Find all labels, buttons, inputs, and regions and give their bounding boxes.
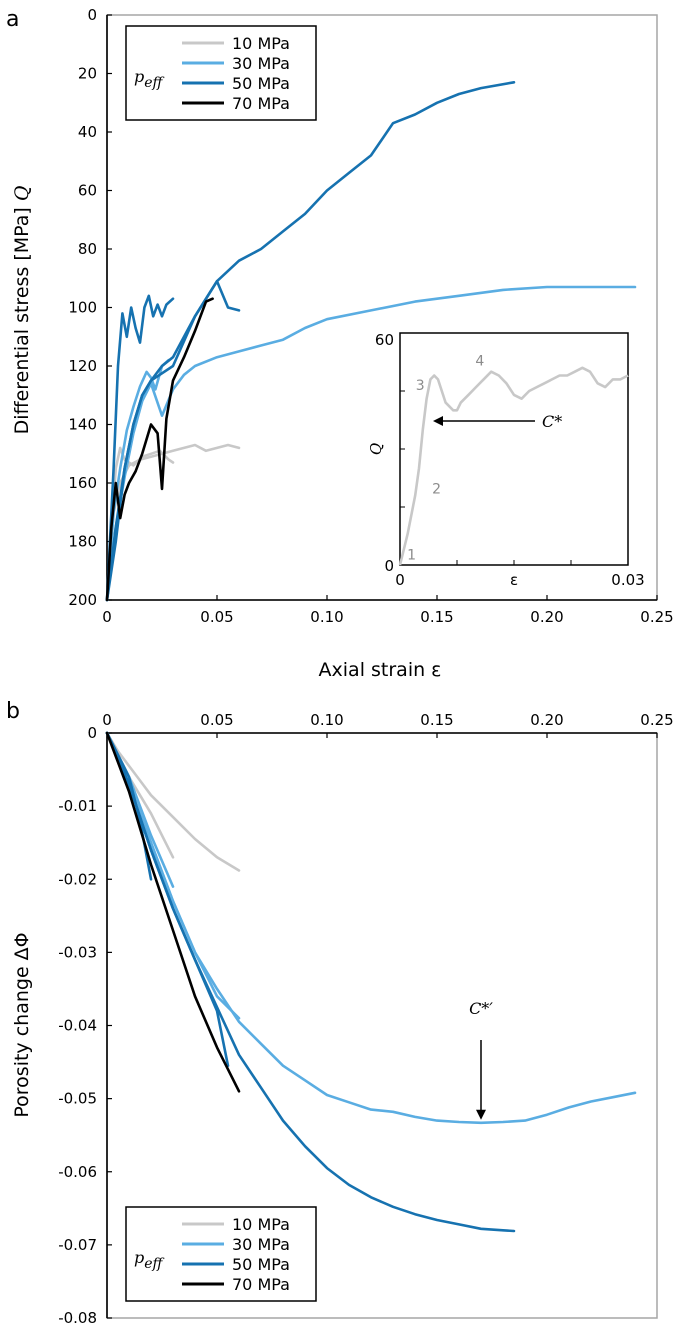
inset-x-axis-label: ε [510,571,518,589]
inset-y-axis-label: Q [367,443,385,455]
series-line-50-mpa [105,731,153,881]
legend-entry: 30 MPa [232,1235,290,1254]
y-tick-label: -0.07 [58,1236,97,1254]
series-line-30-mpa [105,285,637,602]
inset-x-tick-label: 0 [395,571,405,589]
inset-stage-label: 1 [407,547,416,563]
series-line-30-mpa [105,358,170,602]
series-line-10-mpa [105,443,241,602]
series-line-50-mpa [105,81,516,602]
y-tick-label: -0.04 [58,1017,97,1035]
y-tick-label: 100 [68,299,97,317]
y-tick-label: -0.05 [58,1090,97,1108]
y-tick-label: 0 [87,724,97,742]
series-line-50-mpa [105,294,175,602]
x-tick-label: 0 [102,608,112,626]
y-tick-label: 200 [68,591,97,609]
y-tick-label: 80 [78,240,97,258]
legend-title: peff [134,67,165,91]
x-tick-label: 0.10 [310,608,343,626]
annotation-label: C*′ [469,999,493,1018]
legend-entry: 30 MPa [232,54,290,73]
inset-frame [399,332,629,566]
y-axis-label-b: Porosity change ΔΦ [11,932,33,1117]
panel-b-chart: 0 0.05 0.10 0.15 0.20 0.25 0 -0.01 -0.02 -0.03 -0.… [58,711,674,1327]
legend-entry: 50 MPa [232,74,290,93]
legend-entry: 10 MPa [232,34,290,53]
inset-stage-label: 2 [432,482,441,498]
x-tick-label: 0 [102,711,112,729]
y-tick-label: -0.01 [58,797,97,815]
legend-entry: 70 MPa [232,1275,290,1294]
x-tick-label: 0.10 [310,711,343,729]
y-tick-label: 20 [78,65,97,83]
y-tick-label: -0.06 [58,1163,97,1181]
inset-series-line [398,366,629,566]
y-tick-label: -0.02 [58,870,97,888]
x-tick-label: 0.05 [200,711,233,729]
y-tick-label: 180 [68,533,97,551]
y-tick-label: 60 [78,182,97,200]
series-line-10-mpa [105,731,241,872]
x-tick-label: 0.15 [420,608,453,626]
inset-y-tick-label: 60 [375,331,394,349]
legend-entry: 70 MPa [232,94,290,113]
inset-x-tick-label: 0.03 [611,571,644,589]
x-tick-label: 0.15 [420,711,453,729]
legend-title: peff [134,1248,165,1272]
inset-stage-label: 4 [475,354,484,370]
series-line-50-mpa [105,731,516,1233]
legend-entry: 50 MPa [232,1255,290,1274]
inset-arrowhead [433,416,443,426]
panel-label-b: b [6,699,20,724]
inset-y-tick-label: 0 [384,557,394,575]
annotation-arrowhead [476,1109,486,1120]
series-line-30-mpa [105,731,637,1125]
series-line-30-mpa [105,731,241,1020]
inset-annotation-label: C* [542,412,562,431]
x-axis-label-a: Axial strain ε [319,659,442,681]
panel-a-chart: 0 0.05 0.10 0.15 0.20 0.250204060801001201401… [68,6,673,626]
y-tick-label: -0.08 [58,1309,97,1327]
y-tick-label: 160 [68,474,97,492]
y-axis-label-a: Differential stress [MPa] Q [11,186,33,435]
x-tick-label: 0.25 [640,608,673,626]
y-tick-label: -0.03 [58,943,97,961]
series-line-70-mpa [105,731,241,1093]
y-tick-label: 140 [68,416,97,434]
x-tick-label: 0.05 [200,608,233,626]
inset-stage-label: 3 [416,378,425,394]
series-line-70-mpa [105,297,214,602]
x-tick-label: 0.25 [640,711,673,729]
y-tick-label: 0 [87,6,97,24]
x-tick-label: 0.20 [530,711,563,729]
y-tick-label: 40 [78,123,97,141]
legend-entry: 10 MPa [232,1215,290,1234]
panel-label-a: a [6,7,19,32]
y-tick-label: 120 [68,357,97,375]
x-tick-label: 0.20 [530,608,563,626]
